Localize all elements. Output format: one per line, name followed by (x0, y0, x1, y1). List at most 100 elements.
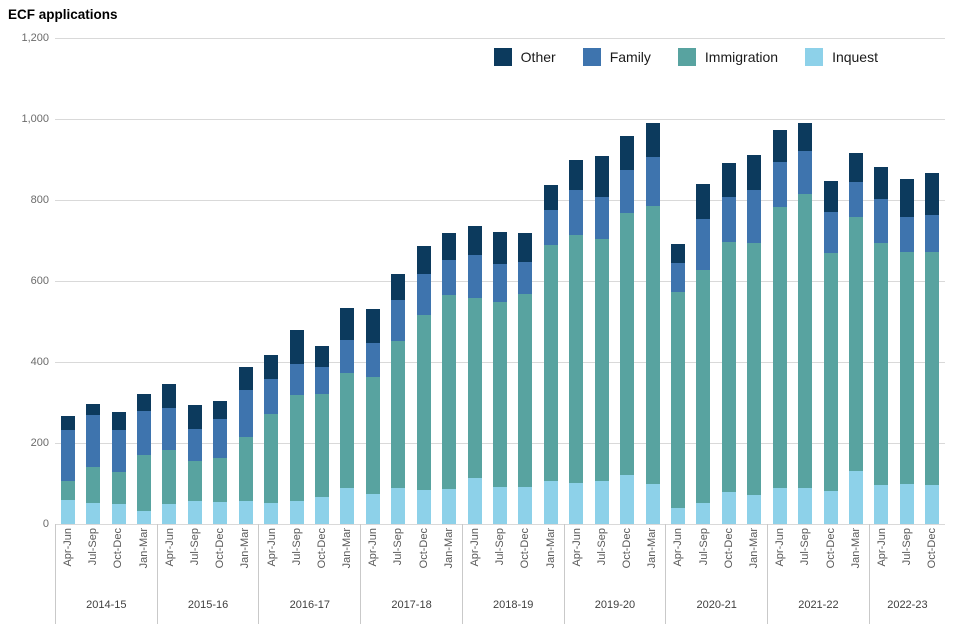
bar-2015-16-Apr-Jun (162, 383, 177, 524)
segment-other (721, 162, 736, 197)
bar-2019-20-Jul-Sep (594, 156, 609, 524)
y-axis-tick-label: 1,200 (21, 32, 49, 44)
segment-family (620, 170, 635, 213)
segment-family (289, 363, 304, 396)
bar-slot (335, 38, 360, 524)
quarter-label-slot: Jan-Mar (233, 524, 258, 590)
bar-slot (411, 38, 436, 524)
bar-slot (538, 38, 563, 524)
quarter-label-slot: Jul-Sep (386, 524, 411, 590)
quarter-label: Jan-Mar (544, 528, 557, 569)
segment-family (493, 263, 508, 303)
segment-immigration (264, 413, 279, 503)
bar-2019-20-Jan-Mar (645, 123, 660, 524)
quarter-label: Jan-Mar (646, 528, 659, 569)
segment-family (162, 408, 177, 450)
segment-immigration (823, 253, 838, 491)
segment-inquest (187, 500, 202, 524)
bar-2018-19-Jan-Mar (543, 185, 558, 524)
segment-inquest (493, 487, 508, 524)
segment-immigration (137, 454, 152, 511)
segment-other (289, 329, 304, 364)
segment-other (569, 159, 584, 190)
segment-other (849, 152, 864, 182)
segment-immigration (187, 461, 202, 501)
quarter-label: Apr-Jun (774, 528, 787, 567)
bar-2014-15-Apr-Jun (60, 416, 75, 524)
quarter-label-slot: Apr-Jun (158, 524, 183, 590)
year-label: 2015-16 (187, 599, 229, 611)
segment-other (620, 136, 635, 171)
quarter-label: Jan-Mar (239, 528, 252, 569)
legend-item-family: Family (582, 48, 651, 66)
bar-slot (182, 38, 207, 524)
segment-immigration (721, 241, 736, 492)
gridline: 800 (31, 194, 945, 206)
segment-family (264, 378, 279, 414)
other-swatch-icon (493, 48, 512, 66)
bar-2017-18-Jul-Sep (391, 273, 406, 524)
segment-other (137, 393, 152, 412)
segment-inquest (594, 481, 609, 524)
bar-slot (640, 38, 665, 524)
segment-family (772, 161, 787, 207)
segment-other (442, 232, 457, 261)
quarter-label: Apr-Jun (468, 528, 481, 567)
bar-2015-16-Jan-Mar (238, 366, 253, 524)
segment-inquest (238, 500, 253, 524)
bar-2014-15-Oct-Dec (111, 412, 126, 524)
quarter-label: Jan-Mar (849, 528, 862, 569)
segment-immigration (569, 235, 584, 483)
quarter-label: Oct-Dec (621, 528, 634, 569)
bar-slot (742, 38, 767, 524)
segment-immigration (772, 206, 787, 489)
quarter-label-slot: Jul-Sep (81, 524, 106, 590)
legend-item-immigration: Immigration (677, 48, 779, 66)
year-label: 2017-18 (391, 599, 432, 611)
quarter-label: Jan-Mar (442, 528, 455, 569)
quarter-label: Oct-Dec (315, 528, 328, 569)
quarter-label: Apr-Jun (367, 528, 380, 567)
segment-other (162, 383, 177, 409)
quarter-label-slot: Jan-Mar (538, 524, 563, 590)
year-group-2022-23: Apr-Jun Jul-Sep Oct-Dec 2022-23 (868, 38, 945, 624)
segment-family (823, 211, 838, 254)
segment-family (849, 181, 864, 218)
segment-immigration (747, 242, 762, 495)
x-axis-group-2018-19: Apr-Jun Jul-Sep Oct-Dec Jan-Mar 2018-19 (461, 524, 564, 624)
quarter-label-slot: Oct-Dec (106, 524, 131, 590)
segment-other (594, 156, 609, 197)
segment-inquest (264, 502, 279, 524)
bar-slot (258, 38, 283, 524)
segment-other (925, 172, 940, 215)
segment-family (899, 217, 914, 252)
segment-inquest (315, 497, 330, 524)
segment-family (721, 196, 736, 242)
segment-inquest (721, 491, 736, 524)
bar-slot (55, 38, 80, 524)
bars-row (665, 38, 767, 524)
legend-label: Immigration (704, 49, 779, 65)
bar-slot (80, 38, 105, 524)
quarter-label-slot: Oct-Dec (615, 524, 640, 590)
bar-slot (716, 38, 741, 524)
segment-inquest (671, 508, 686, 524)
bar-slot (386, 38, 411, 524)
segment-inquest (645, 484, 660, 524)
quarter-label-slot: Apr-Jun (259, 524, 284, 590)
segment-inquest (467, 478, 482, 524)
bar-2017-18-Jan-Mar (442, 232, 457, 524)
year-label: 2020-21 (696, 599, 737, 611)
quarter-label: Jan-Mar (137, 528, 150, 569)
bar-2018-19-Apr-Jun (467, 225, 482, 524)
segment-inquest (569, 482, 584, 524)
quarter-label-slot: Oct-Dec (208, 524, 233, 590)
bar-2017-18-Oct-Dec (416, 245, 431, 524)
segment-immigration (493, 302, 508, 488)
quarter-label-slot: Jan-Mar (640, 524, 665, 590)
x-axis-group-2019-20: Apr-Jun Jul-Sep Oct-Dec Jan-Mar 2019-20 (563, 524, 666, 624)
quarter-labels: Apr-Jun Jul-Sep Oct-Dec Jan-Mar (463, 524, 564, 590)
quarter-label: Jul-Sep (799, 528, 812, 566)
segment-immigration (86, 467, 101, 503)
x-axis-group-2020-21: Apr-Jun Jul-Sep Oct-Dec Jan-Mar 2020-21 (665, 524, 767, 624)
